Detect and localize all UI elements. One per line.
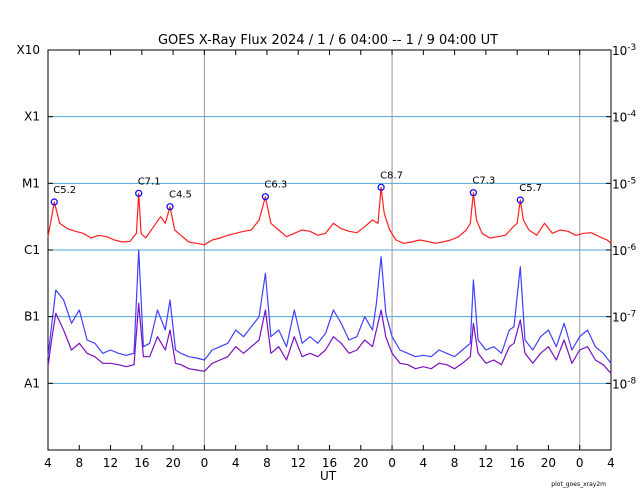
y-right-label: 10-5 xyxy=(612,176,636,191)
x-tick-label: 20 xyxy=(353,456,368,470)
flare-label: C6.3 xyxy=(264,180,287,191)
flare-marker xyxy=(377,183,385,191)
flare-label: C7.1 xyxy=(138,176,161,187)
x-tick-label: 20 xyxy=(541,456,556,470)
x-tick-label: 0 xyxy=(576,456,584,470)
flare-label: C5.7 xyxy=(519,183,542,194)
y-left-label: B1 xyxy=(24,310,40,324)
flare-label: C8.7 xyxy=(380,170,403,181)
x-tick-label: 12 xyxy=(478,456,493,470)
x-tick-label: 4 xyxy=(607,456,615,470)
series-line-1 xyxy=(47,249,612,364)
y-left-label: A1 xyxy=(24,376,40,390)
y-right-label: 10-6 xyxy=(612,243,637,258)
x-tick-label: 12 xyxy=(103,456,118,470)
y-right-label: 10-8 xyxy=(612,376,637,391)
x-tick-label: 16 xyxy=(322,456,337,470)
flare-marker xyxy=(261,193,269,201)
x-tick-label: 16 xyxy=(134,456,149,470)
y-left-label: X10 xyxy=(17,43,41,57)
series-group xyxy=(47,186,612,374)
flare-label: C7.3 xyxy=(472,176,495,187)
x-axis-label: UT xyxy=(320,469,337,483)
gridlines xyxy=(48,50,611,450)
flare-marker xyxy=(166,203,174,211)
x-tick-label: 4 xyxy=(420,456,428,470)
x-tick-label: 12 xyxy=(291,456,306,470)
x-tick-label: 8 xyxy=(451,456,459,470)
x-tick-label: 8 xyxy=(75,456,83,470)
flare-marker xyxy=(50,198,58,206)
flare-markers: C5.2 C7.1 C4.5 C6.3 C8.7 C7.3 C5.7 xyxy=(50,170,542,211)
y-left-label: M1 xyxy=(22,176,40,190)
y-right-label: 10-7 xyxy=(612,310,636,325)
x-tick-label: 0 xyxy=(388,456,396,470)
flare-marker xyxy=(469,189,477,197)
y-right-label: 10-4 xyxy=(612,110,637,125)
x-tick-label: 16 xyxy=(510,456,525,470)
y-left-label: X1 xyxy=(24,110,40,124)
x-tick-label: 4 xyxy=(232,456,240,470)
x-tick-label: 8 xyxy=(263,456,271,470)
flare-label: C5.2 xyxy=(53,185,76,196)
series-line-2 xyxy=(47,302,612,374)
plot-credit: plot_goes_xray2m xyxy=(551,481,606,488)
flare-marker xyxy=(135,189,143,197)
axes: 4 8 12 16 20 0 4 8 12 16 20 0 4 8 12 16 20 0 4 X10 X1 M1 C1 B1 A… xyxy=(17,43,637,470)
x-tick-label: 4 xyxy=(44,456,52,470)
chart-title: GOES X-Ray Flux 2024 / 1 / 6 04:00 -- 1 … xyxy=(158,33,498,48)
x-tick-label: 20 xyxy=(165,456,180,470)
flare-label: C4.5 xyxy=(169,190,192,201)
series-line-0 xyxy=(47,186,612,246)
x-tick-label: 0 xyxy=(201,456,209,470)
y-right-label: 10-3 xyxy=(612,43,636,58)
flare-marker xyxy=(516,196,524,204)
y-left-label: C1 xyxy=(24,243,40,257)
